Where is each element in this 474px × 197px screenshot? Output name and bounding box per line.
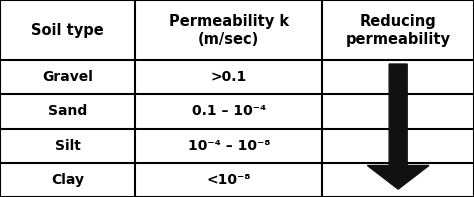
Text: Gravel: Gravel (42, 70, 93, 84)
Text: >0.1: >0.1 (210, 70, 247, 84)
Text: Silt: Silt (55, 139, 81, 153)
FancyArrow shape (367, 64, 429, 189)
Text: Soil type: Soil type (31, 22, 104, 38)
Text: 10⁻⁴ – 10⁻⁸: 10⁻⁴ – 10⁻⁸ (188, 139, 270, 153)
Text: <10⁻⁸: <10⁻⁸ (207, 173, 251, 187)
Text: 0.1 – 10⁻⁴: 0.1 – 10⁻⁴ (191, 104, 266, 118)
Text: Sand: Sand (48, 104, 87, 118)
Text: Reducing
permeability: Reducing permeability (346, 14, 451, 46)
Text: Permeability k
(m/sec): Permeability k (m/sec) (169, 14, 289, 46)
Text: Clay: Clay (51, 173, 84, 187)
